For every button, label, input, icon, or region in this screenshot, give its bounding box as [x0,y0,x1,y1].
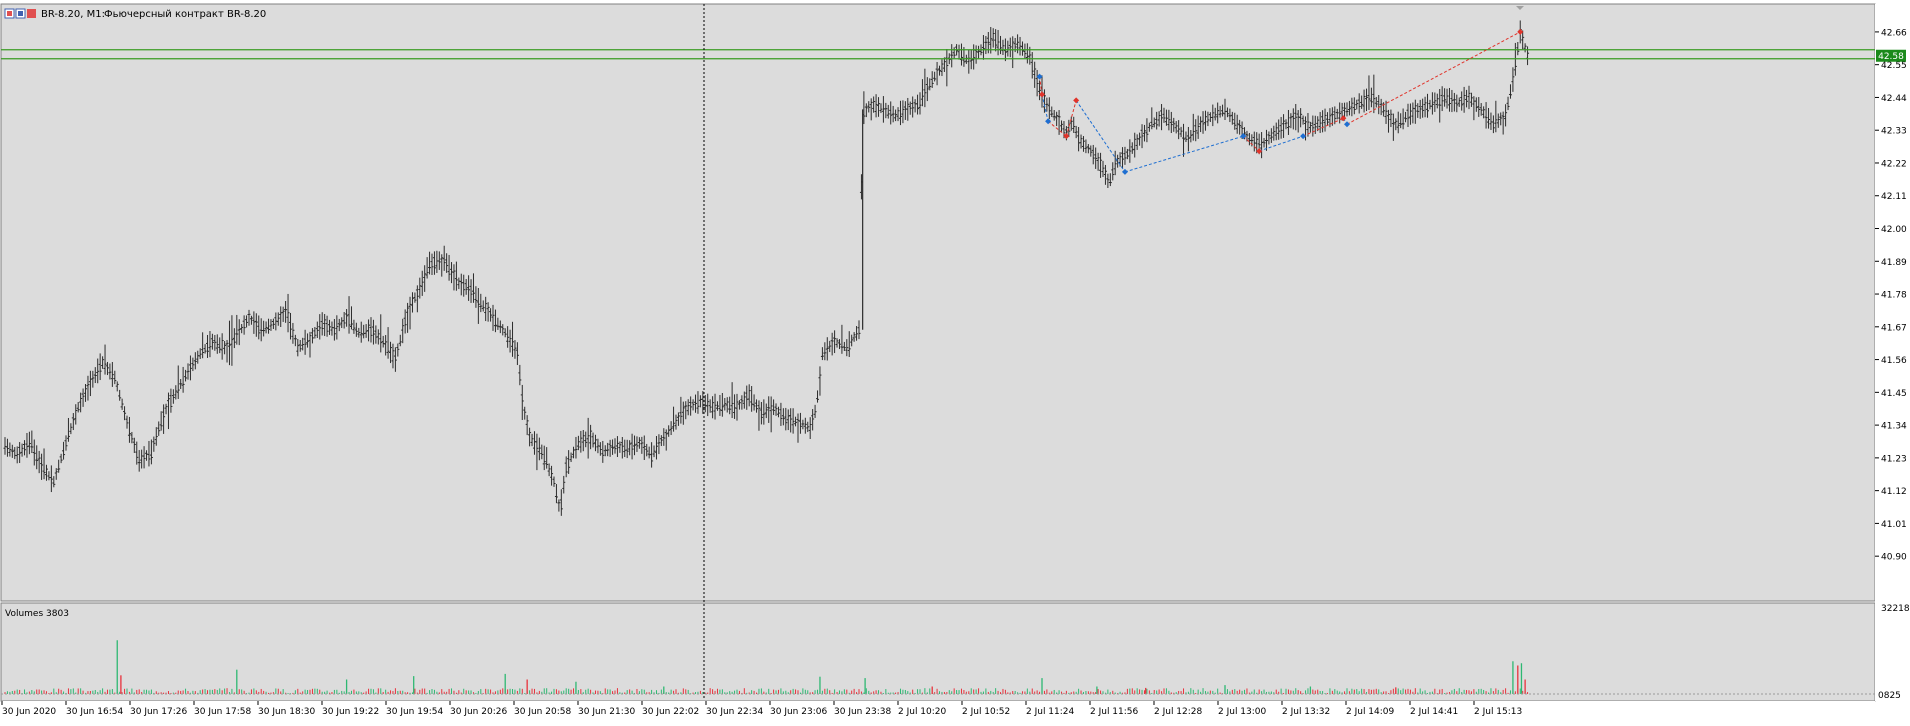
symbol-timeframe: BR-8.20, M1: [41,9,105,20]
price-tick-label: 42.11 [1881,192,1907,202]
time-tick-label: 30 Jun 20:26 [450,707,507,717]
time-tick-label: 2 Jul 11:24 [1026,707,1075,717]
time-tick-label: 30 Jun 2020 [2,707,56,717]
price-tick-label: 42.22 [1881,159,1907,169]
price-tick-label: 41.67 [1881,323,1907,333]
time-tick-label: 2 Jul 13:32 [1282,707,1330,717]
time-tick-label: 2 Jul 13:00 [1218,707,1267,717]
time-tick-label: 30 Jun 23:06 [770,707,827,717]
sell-signal-marker [1063,133,1070,140]
volume-plot-area[interactable] [0,602,1876,702]
ohlc-bars [3,20,1530,516]
zigzag-segment [1242,135,1260,152]
zigzag-segment [1258,135,1304,152]
time-tick-label: 30 Jun 22:02 [642,707,699,717]
price-tick-label: 41.45 [1881,389,1907,399]
price-tick-label: 42.66 [1881,28,1907,38]
volume-axis-labels: 32218 0825 [1,604,1910,701]
zigzag-segment [1039,76,1043,95]
buy-signal-marker [1121,168,1128,175]
zigzag-segment [1065,100,1077,137]
time-tick-label: 2 Jul 11:56 [1090,707,1139,717]
buy-signal-marker [1036,73,1043,80]
sell-signal-marker [1340,115,1347,122]
time-tick-label: 2 Jul 10:52 [962,707,1010,717]
price-tick-label: 41.01 [1881,520,1907,530]
price-axis-labels: 42.66 42.55 42.44 42.33 42.22 42.11 42.00 41.89… [1875,28,1907,563]
sell-signal-marker [1039,91,1045,98]
main-plot-area[interactable] [0,3,1876,602]
volume-max-label: 32218 [1881,604,1910,614]
zigzag-segment [1047,120,1067,137]
sell-signal-marker [1256,148,1263,155]
zigzag-segment [1075,100,1126,173]
chart-shift-marker[interactable] [1516,6,1524,10]
time-tick-label: 30 Jun 22:34 [706,707,763,717]
zigzag-segment [1124,135,1244,173]
buy-signal-marker [1344,121,1350,128]
price-tick-label: 41.34 [1881,422,1907,432]
zigzag-segment [1041,94,1049,122]
volume-indicator-title: Volumes 3803 [5,609,69,619]
symbol-icon[interactable] [4,8,36,19]
time-tick-label: 30 Jun 17:58 [194,707,251,717]
time-tick-label: 30 Jun 18:30 [258,707,315,717]
time-tick-label: 30 Jun 17:26 [130,707,187,717]
buy-signal-marker [1300,133,1307,140]
time-tick-label: 30 Jun 19:22 [322,707,379,717]
time-scale-area [1,701,1875,722]
price-tick-label: 41.23 [1881,454,1907,464]
zigzag-segment [1346,31,1521,125]
sell-signal-marker [1517,28,1524,35]
price-tick-label: 41.56 [1881,356,1907,366]
current-price-label: 42.58 [1878,52,1904,62]
price-scale-area [1875,4,1909,701]
price-tick-label: 40.90 [1881,553,1907,563]
price-tick-label: 41.78 [1881,291,1907,301]
price-tick-label: 42.00 [1881,225,1907,235]
price-tick-label: 42.55 [1881,61,1907,71]
sell-signal-marker [1073,97,1080,104]
chart-header: BR-8.20, M1: Фьючерсный контракт BR-8.20 [4,8,266,20]
current-price-badge: 42.58 [1876,49,1906,62]
time-tick-label: 2 Jul 12:28 [1154,707,1203,717]
time-axis-labels: 30 Jun 2020 30 Jun 16:54 30 Jun 17:26 30 Ju… [1,701,1522,717]
time-tick-label: 30 Jun 16:54 [66,707,123,717]
price-tick-label: 42.44 [1881,94,1907,104]
buy-signal-marker [1045,118,1052,125]
time-tick-label: 30 Jun 19:54 [386,707,443,717]
symbol-description: Фьючерсный контракт BR-8.20 [104,9,266,20]
time-tick-label: 2 Jul 14:41 [1410,707,1458,717]
time-tick-label: 2 Jul 15:13 [1474,707,1522,717]
time-tick-label: 2 Jul 10:20 [898,707,947,717]
price-tick-label: 42.33 [1881,127,1907,137]
horizontal-levels[interactable] [1,49,1875,60]
zigzag-signals [1036,28,1524,175]
price-tick-label: 41.12 [1881,487,1907,497]
time-tick-label: 30 Jun 23:38 [834,707,891,717]
time-tick-label: 30 Jun 21:30 [578,707,635,717]
price-tick-label: 41.89 [1881,258,1907,268]
volume-min-label: 0825 [1878,691,1901,701]
time-tick-label: 2 Jul 14:09 [1346,707,1395,717]
volume-bars [4,640,1529,694]
buy-signal-marker [1240,133,1247,140]
time-tick-label: 30 Jun 20:58 [514,707,571,717]
zigzag-segment [1302,117,1344,137]
